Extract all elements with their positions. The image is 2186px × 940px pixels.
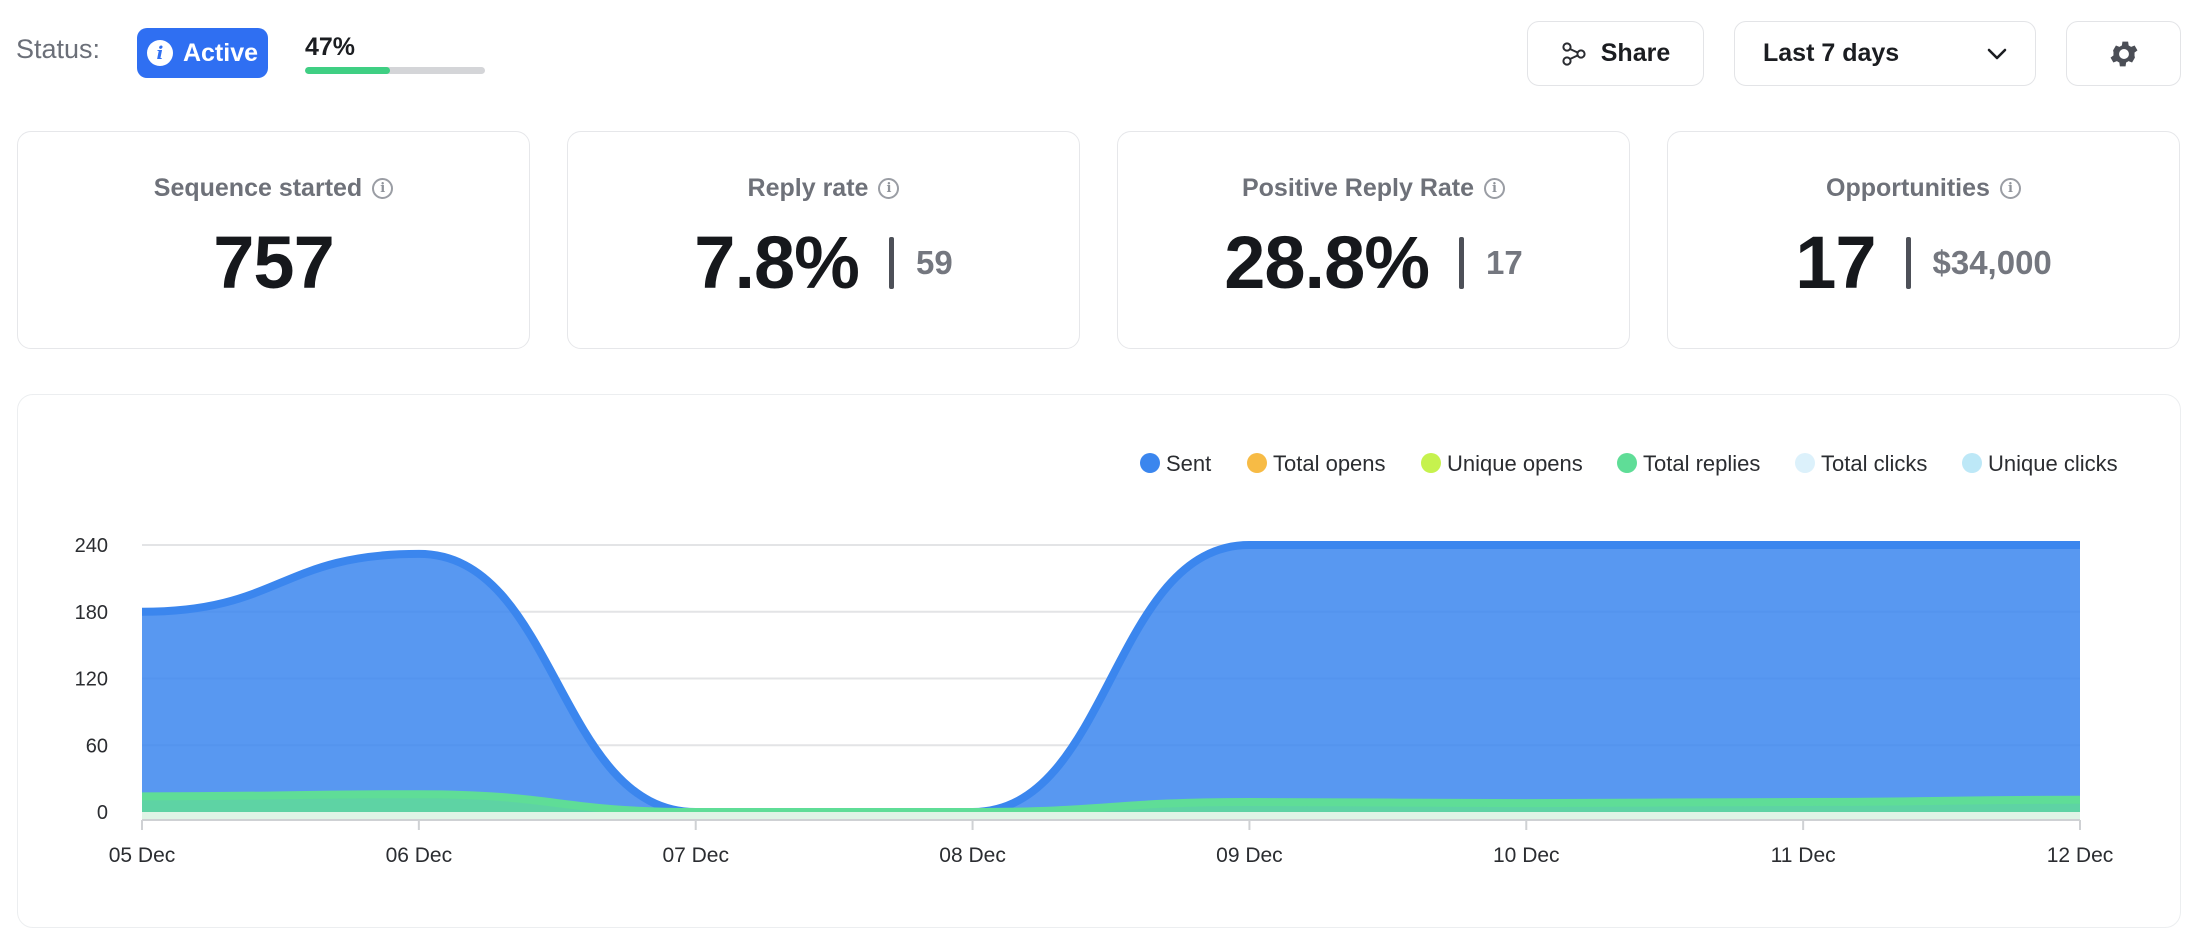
share-icon <box>1562 41 1586 66</box>
top-bar: Status: i Active 47% Share Last 7 days <box>0 0 2186 110</box>
chevron-down-icon <box>1987 48 2007 59</box>
metric-title: Reply rate <box>747 174 869 202</box>
divider <box>1459 236 1465 289</box>
metric-value: 17 <box>1795 221 1876 304</box>
metric-card-positive-reply-rate: Positive Reply Rate i 28.8% 17 <box>1117 131 1630 349</box>
progress-bar <box>305 67 485 74</box>
settings-button[interactable] <box>2066 21 2181 86</box>
share-label: Share <box>1600 39 1671 67</box>
metric-secondary: 59 <box>915 243 953 281</box>
status-badge[interactable]: i Active <box>137 28 268 78</box>
info-circle-icon[interactable]: i <box>1999 178 2021 199</box>
metric-card-sequence-started: Sequence started i 757 <box>17 131 530 349</box>
info-circle-icon[interactable]: i <box>1484 178 1506 199</box>
date-range-dropdown[interactable]: Last 7 days <box>1734 21 2036 86</box>
share-button[interactable]: Share <box>1527 21 1704 86</box>
metric-card-opportunities: Opportunities i 17 $34,000 <box>1667 131 2180 349</box>
metric-title: Positive Reply Rate <box>1241 174 1475 202</box>
activity-chart-panel <box>17 394 2181 928</box>
divider <box>888 236 894 289</box>
metric-card-reply-rate: Reply rate i 7.8% 59 <box>567 131 1080 349</box>
info-circle-icon[interactable]: i <box>372 178 394 199</box>
metric-value: 28.8% <box>1224 221 1430 304</box>
date-range-value: Last 7 days <box>1763 39 1900 67</box>
status-label: Status: <box>16 34 101 64</box>
status-value: Active <box>182 38 259 67</box>
progress-fill <box>305 67 390 74</box>
divider <box>1905 236 1911 289</box>
metric-value: 7.8% <box>694 221 860 304</box>
metric-title: Opportunities <box>1826 174 1990 202</box>
progress-percent: 47% <box>305 33 356 61</box>
metric-secondary: 17 <box>1486 243 1523 281</box>
info-circle-icon[interactable]: i <box>878 178 900 199</box>
gear-icon <box>2110 41 2137 66</box>
metric-value: 757 <box>213 221 334 304</box>
info-icon: i <box>146 40 173 66</box>
metric-title: Sequence started <box>153 174 363 202</box>
metric-secondary: $34,000 <box>1932 243 2052 281</box>
